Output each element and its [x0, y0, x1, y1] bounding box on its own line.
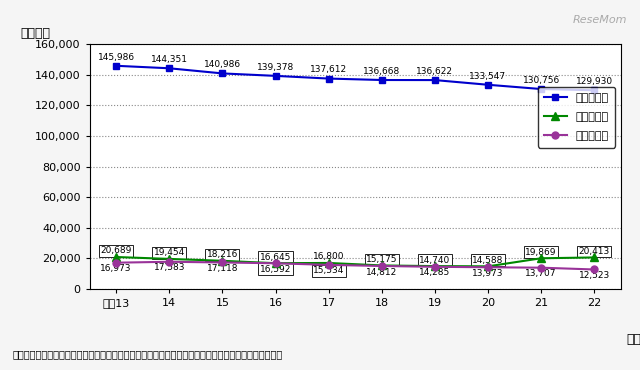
- Text: ReseMom: ReseMom: [573, 15, 627, 25]
- Text: 14,740: 14,740: [419, 256, 451, 265]
- Text: 129,930: 129,930: [575, 77, 613, 86]
- Text: 137,612: 137,612: [310, 65, 348, 74]
- Legend: 消費的支出, 資本的支出, 債務償還費: 消費的支出, 資本的支出, 債務償還費: [538, 87, 615, 148]
- Text: 19,869: 19,869: [525, 248, 557, 257]
- Text: 15,534: 15,534: [313, 266, 344, 275]
- Text: 14,812: 14,812: [366, 268, 397, 276]
- Text: 145,986: 145,986: [97, 53, 135, 61]
- Text: （年度）: （年度）: [626, 333, 640, 346]
- Text: 12,523: 12,523: [579, 271, 610, 280]
- Text: 139,378: 139,378: [257, 63, 294, 72]
- Text: 144,351: 144,351: [151, 55, 188, 64]
- Text: 16,645: 16,645: [260, 253, 291, 262]
- Text: 17,583: 17,583: [154, 263, 185, 272]
- Text: （億円）: （億円）: [20, 27, 51, 40]
- Text: 136,668: 136,668: [363, 67, 401, 76]
- Text: 13,973: 13,973: [472, 269, 504, 278]
- Text: 15,175: 15,175: [366, 255, 397, 264]
- Text: （注）　平成２２年度は岐阜県，宮城県及び福峳県について，　２１年度と同じ数値を計上している。: （注） 平成２２年度は岐阜県，宮城県及び福峳県について， ２１年度と同じ数値を計…: [13, 349, 283, 359]
- Text: 20,413: 20,413: [579, 247, 610, 256]
- Text: 136,622: 136,622: [417, 67, 453, 76]
- Text: 16,973: 16,973: [100, 264, 132, 273]
- Text: 20,689: 20,689: [100, 246, 132, 256]
- Text: 17,118: 17,118: [207, 264, 238, 273]
- Text: 13,707: 13,707: [525, 269, 557, 278]
- Text: 14,285: 14,285: [419, 268, 451, 278]
- Text: 14,588: 14,588: [472, 256, 504, 265]
- Text: 16,592: 16,592: [260, 265, 291, 274]
- Text: 19,454: 19,454: [154, 248, 185, 258]
- Text: 140,986: 140,986: [204, 60, 241, 69]
- Text: 133,547: 133,547: [469, 71, 507, 81]
- Text: 130,756: 130,756: [522, 76, 560, 85]
- Text: 18,216: 18,216: [207, 250, 238, 259]
- Text: 16,800: 16,800: [313, 252, 344, 262]
